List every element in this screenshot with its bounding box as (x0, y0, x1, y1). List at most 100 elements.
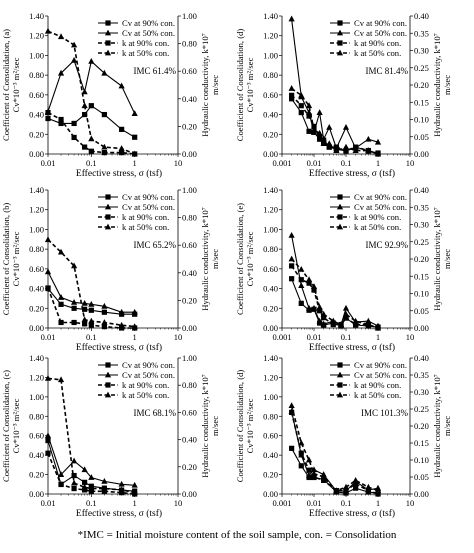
x-tick-label: 0.01 (41, 332, 56, 342)
y-axis-title-left-line: Coefficient of Consolidation, (b) (1, 203, 11, 316)
legend-marker (105, 20, 111, 26)
y-tick-label-left: 0.40 (29, 110, 44, 120)
data-point-triangle (288, 231, 295, 238)
series-line (291, 411, 379, 492)
series-line (47, 377, 135, 494)
y-axis-title-left-line: Coefficient of Consolidation, (d) (235, 370, 245, 483)
data-point-square (289, 263, 295, 269)
x-tick-label: 10 (174, 332, 183, 342)
x-tick-label: 1 (133, 498, 137, 508)
y-tick-label-right: 0.05 (414, 472, 429, 482)
x-tick-label: 0.1 (86, 158, 97, 168)
y-tick-label-left: 1.40 (29, 11, 44, 21)
y-axis-title-right: Hydraulic conductivity, k*10⁷ m/sec (432, 33, 452, 136)
y-tick-label-left: 0.20 (29, 303, 44, 313)
legend-marker (105, 382, 111, 388)
legend-marker (337, 20, 343, 26)
data-point-triangle (342, 304, 350, 311)
y-tick-label-right: 0.20 (182, 462, 197, 472)
y-axis-title-right-line: m/sec (210, 249, 220, 269)
legend-label: Cv at 90% con. (354, 360, 407, 370)
chart-panel: 0.00 0.20 0.40 0.60 0.80 1.00 1.20 1.40 0.00 0.05… (235, 185, 452, 353)
y-tick-label-left: 1.00 (29, 224, 44, 234)
y-axis-title-right: Hydraulic conductivity, k*10⁷ m/sec (200, 207, 220, 310)
x-tick-label: 10 (174, 158, 183, 168)
legend-label: Cv at 90% con. (354, 192, 407, 202)
y-tick-label-left: 0.20 (263, 303, 278, 313)
data-point-square (82, 144, 88, 150)
data-point-square (58, 116, 64, 123)
data-point-triangle (57, 376, 65, 383)
x-axis-title: Effective stress, σ (tsf) (76, 168, 162, 179)
y-tick-label-left: 0.40 (29, 284, 44, 294)
x-axis-title: Effective stress, σ (tsf) (76, 342, 162, 353)
y-tick-label-right: 0.20 (182, 121, 197, 131)
y-tick-label-right: 0.35 (414, 28, 429, 38)
imc-annotation: IMC 92.9% (366, 240, 409, 250)
y-tick-label-right: 0.15 (414, 271, 429, 281)
data-point-triangle (305, 276, 313, 283)
data-point-triangle (342, 143, 350, 150)
y-tick-label-right: 0.80 (182, 380, 197, 390)
data-point-triangle (44, 432, 52, 439)
data-point-square (289, 445, 295, 451)
data-point-square (101, 309, 107, 315)
y-tick-label-right: 0.10 (414, 115, 429, 125)
data-point-square (71, 319, 77, 326)
y-tick-label-left: 0.40 (29, 450, 44, 460)
data-point-square (88, 103, 94, 109)
y-axis-title-right-line: Hydraulic conductivity, k*10⁷ (432, 374, 442, 477)
y-tick-label-left: 0.00 (29, 323, 44, 333)
x-tick-label: 0.01 (41, 498, 56, 508)
x-tick-label: 10 (406, 498, 415, 508)
legend-marker (105, 40, 111, 46)
y-tick-label-right: 0.40 (414, 11, 429, 21)
y-tick-label-right: 0.00 (182, 489, 197, 499)
y-tick-label-right: 1.00 (182, 185, 197, 195)
y-tick-label-left: 0.00 (29, 149, 44, 159)
data-point-triangle (44, 268, 52, 275)
footnote: *IMC = Initial moisture content of the s… (77, 529, 397, 541)
y-tick-label-left: 1.40 (29, 185, 44, 195)
y-tick-label-right: 0.00 (414, 149, 429, 159)
y-tick-label-right: 0.20 (414, 421, 429, 431)
data-point-triangle (288, 85, 295, 91)
data-point-triangle (44, 236, 52, 243)
y-tick-label-right: 0.15 (414, 438, 429, 448)
legend-label: k at 90% con. (354, 38, 401, 48)
legend-marker (337, 362, 343, 368)
y-tick-label-left: 0.80 (263, 70, 278, 80)
legend-label: k at 50% con. (122, 222, 169, 232)
y-tick-label-left: 0.60 (263, 431, 278, 441)
data-point-square (306, 467, 312, 473)
data-point-square (71, 120, 77, 127)
y-tick-label-left: 0.40 (263, 284, 278, 294)
y-axis-title-right: Hydraulic conductivity, k*10⁷ m/sec (432, 374, 452, 477)
x-tick-label: 0.001 (272, 332, 291, 342)
data-point-triangle (316, 109, 323, 115)
data-point-triangle (326, 140, 333, 147)
x-axis-title: Effective stress, σ (tsf) (76, 508, 162, 519)
y-axis-title-right: Hydraulic conductivity, k*10⁷ m/sec (200, 374, 220, 477)
y-tick-label-left: 0.00 (263, 489, 278, 499)
series-line (47, 435, 135, 486)
y-tick-label-right: 0.35 (414, 202, 429, 212)
y-tick-label-right: 0.40 (182, 435, 197, 445)
legend-marker (105, 194, 111, 200)
y-tick-label-right: 0.40 (182, 94, 197, 104)
y-tick-label-right: 0.60 (182, 407, 197, 417)
x-tick-label: 0.01 (41, 158, 56, 168)
x-tick-label: 1 (376, 498, 380, 508)
data-point-square (45, 285, 51, 291)
data-point-triangle (118, 82, 125, 89)
y-axis-title-right-line: Hydraulic conductivity, k*10⁷ (200, 374, 210, 477)
y-tick-label-right: 0.10 (414, 289, 429, 299)
data-point-square (58, 481, 64, 488)
legend-marker (337, 214, 343, 220)
y-axis-title-right-line: m/sec (210, 75, 220, 95)
y-axis-title-left: Coefficient of Consolidation, (a) Cv*10⁻³… (1, 29, 21, 141)
y-tick-label-right: 0.05 (414, 306, 429, 316)
y-tick-label-left: 1.20 (29, 372, 44, 382)
data-point-square (45, 450, 51, 456)
data-point-triangle (352, 477, 359, 483)
